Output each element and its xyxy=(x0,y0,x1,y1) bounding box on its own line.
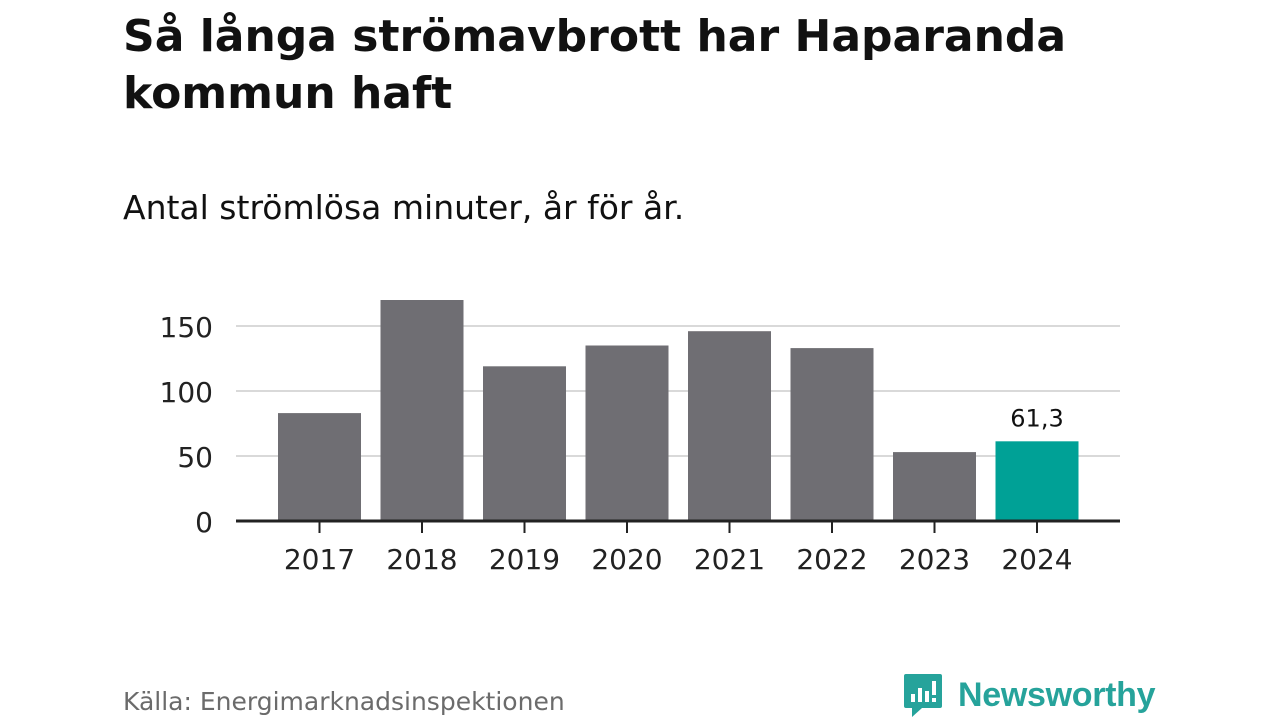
x-tick-label: 2021 xyxy=(694,543,765,576)
bar-2017 xyxy=(278,413,361,521)
chart-title: Så långa strömavbrott har Haparanda komm… xyxy=(123,11,1067,119)
y-tick-label: 50 xyxy=(177,441,213,474)
bar-chart: 0 50 100 150 2017 2018 2019 2020 2021 2022 2023 202… xyxy=(160,300,1120,576)
bar-2024 xyxy=(995,441,1079,521)
x-tick-label: 2017 xyxy=(284,543,355,576)
gridlines xyxy=(236,325,1120,457)
y-tick-label: 100 xyxy=(160,376,213,409)
bars xyxy=(278,300,1079,521)
bar-2018 xyxy=(380,300,464,521)
bar-2019 xyxy=(483,366,566,521)
data-label-2024: 61,3 xyxy=(1010,404,1063,432)
x-axis xyxy=(236,519,1120,533)
x-tick-label: 2022 xyxy=(796,543,867,576)
bar-2022 xyxy=(790,348,874,521)
chart-subtitle: Antal strömlösa minuter, år för år. xyxy=(123,188,685,227)
bar-2020 xyxy=(585,345,669,521)
brand-name: Newsworthy xyxy=(958,675,1156,714)
x-tick-label: 2019 xyxy=(489,543,560,576)
labels: 0 50 100 150 2017 2018 2019 2020 2021 2022 2023 202… xyxy=(160,311,1073,576)
x-tick-label: 2024 xyxy=(1001,543,1072,576)
source-note: Källa: Energimarknadsinspektionen xyxy=(123,687,565,716)
y-tick-label: 0 xyxy=(195,506,213,539)
x-tick-label: 2018 xyxy=(386,543,457,576)
y-tick-label: 150 xyxy=(160,311,213,344)
bar-2023 xyxy=(893,452,976,521)
x-tick-label: 2023 xyxy=(899,543,970,576)
brand-logo: Newsworthy xyxy=(902,671,1156,719)
newsworthy-logo-icon xyxy=(904,674,942,717)
bar-2021 xyxy=(688,331,771,521)
x-tick-label: 2020 xyxy=(591,543,662,576)
